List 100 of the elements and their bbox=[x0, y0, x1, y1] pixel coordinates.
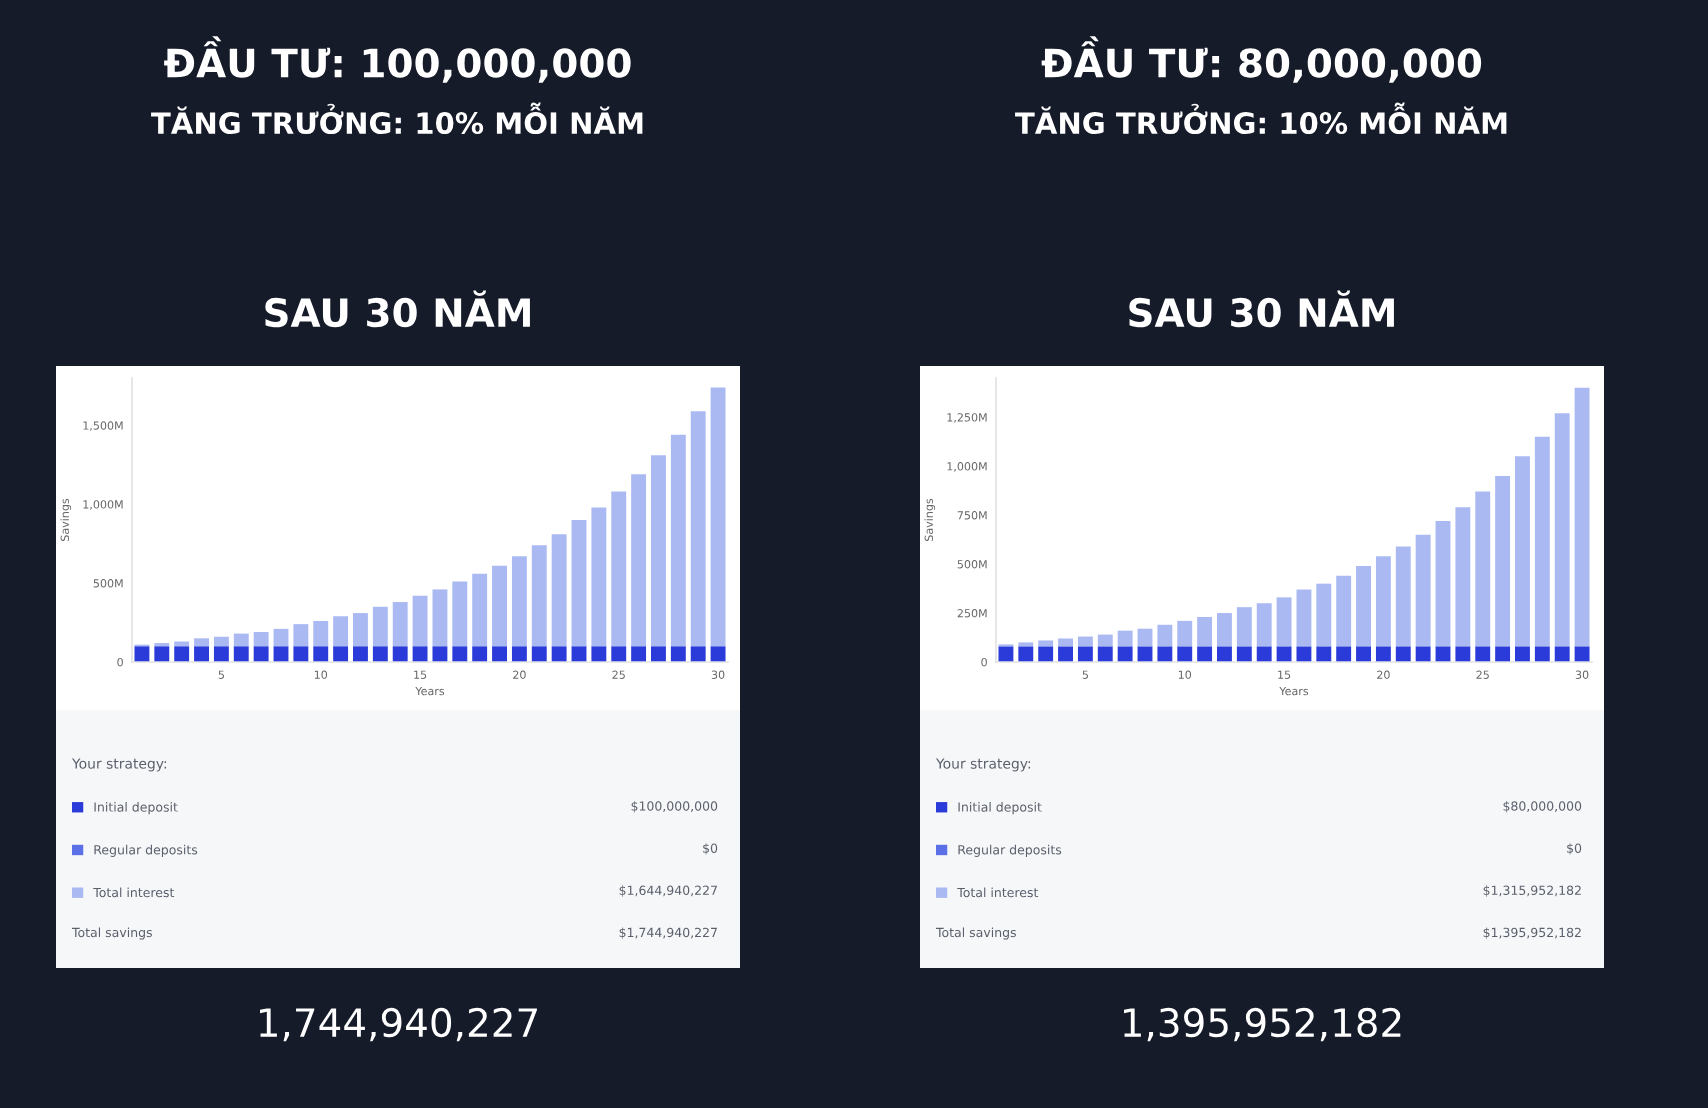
bar bbox=[1217, 613, 1232, 647]
bar bbox=[472, 573, 488, 647]
bar bbox=[174, 641, 190, 647]
bar bbox=[353, 646, 368, 662]
bar bbox=[551, 646, 567, 662]
bar bbox=[1435, 520, 1451, 647]
bar bbox=[1475, 646, 1491, 662]
bar bbox=[1157, 624, 1173, 647]
bar bbox=[1177, 620, 1193, 647]
bar bbox=[1077, 636, 1093, 647]
bar bbox=[511, 556, 527, 647]
bar bbox=[1415, 646, 1431, 662]
bar bbox=[1336, 575, 1352, 647]
bar bbox=[1554, 646, 1570, 662]
bar bbox=[591, 646, 607, 662]
bar bbox=[472, 646, 488, 662]
bar bbox=[1316, 583, 1332, 647]
bar bbox=[1256, 646, 1272, 662]
bar bbox=[412, 595, 428, 647]
bar bbox=[174, 646, 190, 662]
bar bbox=[313, 620, 329, 647]
bar bbox=[670, 646, 686, 662]
bar bbox=[1356, 566, 1371, 647]
chart-subtitle: TĂNG TRƯỞNG: 10% MỖI NĂM bbox=[151, 102, 643, 135]
bar bbox=[710, 387, 726, 647]
bar bbox=[313, 646, 329, 662]
bar bbox=[353, 613, 368, 647]
bar bbox=[1495, 646, 1511, 662]
bar bbox=[1415, 534, 1431, 647]
bar bbox=[1077, 646, 1093, 662]
bar bbox=[293, 624, 309, 647]
bar bbox=[690, 646, 706, 662]
bar bbox=[432, 646, 448, 662]
chart-subtitle: TĂNG TRƯỞNG: 10% MỖI NĂM bbox=[1015, 102, 1507, 135]
bar bbox=[1197, 616, 1213, 647]
bar bbox=[492, 565, 507, 647]
bar bbox=[1157, 646, 1173, 662]
bar bbox=[1475, 491, 1491, 647]
bar bbox=[392, 646, 408, 662]
bar bbox=[1574, 646, 1590, 662]
bar bbox=[1197, 646, 1213, 662]
bar bbox=[690, 411, 706, 647]
text: SAU 30 NĂM bbox=[1129, 290, 1394, 328]
bar bbox=[372, 646, 388, 662]
bar bbox=[333, 646, 349, 662]
bar bbox=[1097, 634, 1113, 647]
chart-title: ĐẦU TƯ: 100,000,000 bbox=[164, 36, 631, 83]
bar bbox=[1515, 456, 1530, 647]
bar bbox=[392, 602, 408, 647]
bar bbox=[531, 646, 547, 662]
bar bbox=[452, 646, 468, 662]
bar bbox=[611, 646, 627, 662]
bar bbox=[213, 646, 229, 662]
bar bbox=[233, 633, 249, 647]
bar bbox=[1296, 646, 1312, 662]
bar bbox=[1455, 646, 1471, 662]
bar bbox=[1534, 646, 1550, 662]
bar bbox=[1117, 630, 1133, 647]
bar bbox=[1375, 646, 1391, 662]
bar bbox=[1038, 646, 1054, 662]
chart-title: ĐẦU TƯ: 80,000,000 bbox=[1041, 36, 1482, 83]
bar bbox=[611, 491, 627, 647]
bar bbox=[1137, 628, 1153, 647]
bar bbox=[571, 520, 587, 647]
bar bbox=[651, 646, 666, 662]
bar bbox=[273, 628, 289, 647]
bar bbox=[1316, 646, 1332, 662]
bar bbox=[1296, 589, 1312, 647]
bar bbox=[591, 507, 607, 647]
bar bbox=[651, 455, 666, 647]
bar bbox=[998, 646, 1014, 662]
bar bbox=[1058, 646, 1073, 662]
bar bbox=[511, 646, 527, 662]
bar bbox=[372, 606, 388, 647]
bar bbox=[492, 646, 507, 662]
bar bbox=[1534, 436, 1550, 647]
bar bbox=[1256, 603, 1272, 647]
bar bbox=[1395, 646, 1411, 662]
text: 1,395,952,182 bbox=[1124, 1007, 1401, 1042]
bar bbox=[1276, 597, 1292, 647]
bar bbox=[1455, 507, 1471, 647]
bar bbox=[1336, 646, 1352, 662]
text: 1,744,940,227 bbox=[260, 1007, 537, 1042]
bar bbox=[1236, 646, 1252, 662]
bar bbox=[154, 646, 170, 662]
bar bbox=[1137, 646, 1153, 662]
bar bbox=[134, 646, 150, 662]
bar bbox=[1038, 640, 1054, 647]
bar bbox=[333, 616, 349, 647]
bar bbox=[531, 545, 547, 647]
bar bbox=[1395, 546, 1411, 647]
bar bbox=[1177, 646, 1193, 662]
bar bbox=[194, 646, 209, 662]
bar bbox=[1117, 646, 1133, 662]
bar bbox=[432, 589, 448, 647]
bar bbox=[1217, 646, 1232, 662]
bar bbox=[631, 474, 647, 647]
bar bbox=[412, 646, 428, 662]
bar bbox=[253, 646, 269, 662]
bar bbox=[1574, 387, 1590, 647]
